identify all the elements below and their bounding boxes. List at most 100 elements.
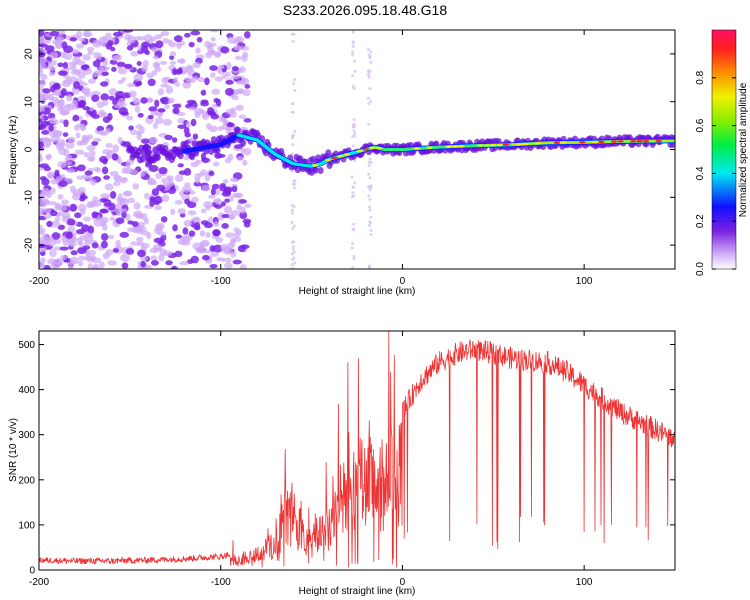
spectrogram-noise-blob <box>243 118 252 123</box>
spectrogram-streak-dot <box>290 110 294 114</box>
spectrogram-streak-dot <box>369 233 373 237</box>
spectrogram-noise-blob <box>190 217 199 222</box>
spectrogram-noise-blob <box>50 220 61 228</box>
spectrogram-ridge-core <box>356 149 363 153</box>
spectrogram-noise-blob <box>226 61 232 70</box>
spectrogram-ridge-core <box>490 143 497 147</box>
spectrogram-noise-blob <box>179 58 186 64</box>
spectrogram-noise-blob <box>46 235 54 243</box>
spectrogram-noise-blob <box>132 97 139 105</box>
spectrogram-noise-blob <box>120 253 130 262</box>
spectrogram-noise-blob <box>210 36 216 42</box>
spectrogram-noise-blob <box>88 150 96 156</box>
spectrogram-noise-blob <box>59 246 69 251</box>
spectrogram-noise-blob <box>225 257 232 263</box>
spectrogram-noise-blob <box>150 255 158 262</box>
snr-ytick-label: 500 <box>18 340 35 351</box>
spectrogram-noise-blob <box>69 203 78 212</box>
spectrogram-noise-blob <box>134 105 141 113</box>
spectrogram-noise-blob <box>94 167 102 173</box>
snr-ytick-label: 300 <box>18 430 35 441</box>
spectrogram-noise-blob <box>108 95 115 101</box>
spectrogram-streak-dot <box>290 240 294 244</box>
spectrogram-ytick-label: 10 <box>24 96 35 108</box>
spectrogram-noise-blob <box>57 62 64 68</box>
spectrogram-noise-blob <box>49 249 57 258</box>
spectrogram-noise-blob <box>78 81 88 87</box>
spectrogram-noise-blob <box>138 35 146 41</box>
spectrogram-noise-blob <box>236 204 242 211</box>
spectrogram-noise-blob <box>65 140 75 149</box>
spectrogram-noise-blob <box>132 183 140 190</box>
spectrogram-noise-blob <box>149 136 158 144</box>
colorbar-tick-label: 0.8 <box>695 70 706 84</box>
spectrogram-noise-blob <box>61 41 68 50</box>
spectrogram-noise-blob <box>236 80 246 85</box>
spectrogram-noise-blob <box>199 230 206 237</box>
spectrogram-noise-blob <box>70 250 78 256</box>
spectrogram-noise-blob <box>171 137 178 143</box>
spectrogram-noise-blob <box>77 255 86 261</box>
spectrogram-noise-blob <box>39 36 44 44</box>
spectrogram-noise-blob <box>221 223 229 229</box>
spectrogram-noise-blob <box>92 39 102 48</box>
spectrogram-noise-blob <box>39 153 42 162</box>
spectrogram-noise-blob <box>117 68 127 75</box>
spectrogram-streak-dot <box>368 69 372 73</box>
colorbar-tick-label: 0.4 <box>695 166 706 180</box>
spectrogram-noise-blob <box>154 117 164 125</box>
spectrogram-noise-blob <box>92 199 102 207</box>
spectrogram-streak-dot <box>292 179 296 183</box>
spectrogram-noise-blob <box>76 175 84 180</box>
spectrogram-noise-blob <box>87 154 96 162</box>
spectrogram-noise-blob <box>156 184 166 192</box>
spectrogram-noise-blob <box>111 66 117 72</box>
spectrogram-noise-blob <box>184 198 191 205</box>
spectrogram-noise-blob <box>58 98 65 107</box>
spectrogram-noise-blob <box>195 247 202 252</box>
spectrogram-noise-blob <box>53 246 63 251</box>
spectrogram-noise-blob <box>112 31 123 37</box>
spectrogram-noise-blob <box>93 51 99 59</box>
spectrogram-noise-blob <box>171 266 178 269</box>
colorbar-tick-label: 0.2 <box>695 214 706 228</box>
spectrogram-streak-dot <box>368 220 372 224</box>
spectrogram-noise-blob <box>148 106 158 112</box>
spectrogram-noise-blob <box>224 71 231 77</box>
spectrogram-noise-blob <box>40 73 48 80</box>
spectrogram-streak-dot <box>350 246 354 250</box>
spectrogram-streak-dot <box>290 263 294 267</box>
spectrogram-noise-blob <box>184 132 191 138</box>
spectrogram-noise-blob <box>200 101 209 107</box>
spectrogram-streak-dot <box>367 223 371 227</box>
spectrogram-noise-blob <box>209 245 216 253</box>
spectrogram-noise-blob <box>69 185 76 194</box>
spectrogram-noise-blob <box>98 261 105 269</box>
spectrogram-noise-blob <box>74 149 85 155</box>
spectrogram-streak-dot <box>290 220 294 224</box>
spectrogram-noise-blob <box>164 134 173 141</box>
spectrogram-noise-blob <box>217 212 225 221</box>
spectrogram-noise-blob <box>116 158 123 164</box>
spectrogram-ridge-core <box>337 154 344 158</box>
spectrogram-noise-blob <box>77 164 86 172</box>
spectrogram-streak-dot <box>367 194 371 198</box>
spectrogram-ridge-outer <box>139 155 146 163</box>
spectrogram-noise-blob <box>137 112 144 118</box>
spectrogram-noise-blob <box>41 178 50 186</box>
spectrogram-noise-blob <box>234 88 245 95</box>
spectrogram-noise-blob <box>229 239 236 248</box>
spectrogram-ridge-outer <box>143 143 150 151</box>
spectrogram-noise-blob <box>91 71 99 78</box>
spectrogram-streak-dot <box>290 203 294 207</box>
spectrogram-noise-blob <box>162 250 172 257</box>
spectrogram-ridge-core <box>515 143 522 146</box>
spectrogram-noise-blob <box>191 196 199 203</box>
spectrogram-noise-blob <box>179 261 189 266</box>
spectrogram-noise-blob <box>218 64 225 70</box>
spectrogram-noise-blob <box>57 224 66 230</box>
spectrogram-ridge-outer <box>214 146 221 154</box>
spectrogram-noise-blob <box>67 225 76 233</box>
spectrogram-noise-blob <box>78 37 86 42</box>
